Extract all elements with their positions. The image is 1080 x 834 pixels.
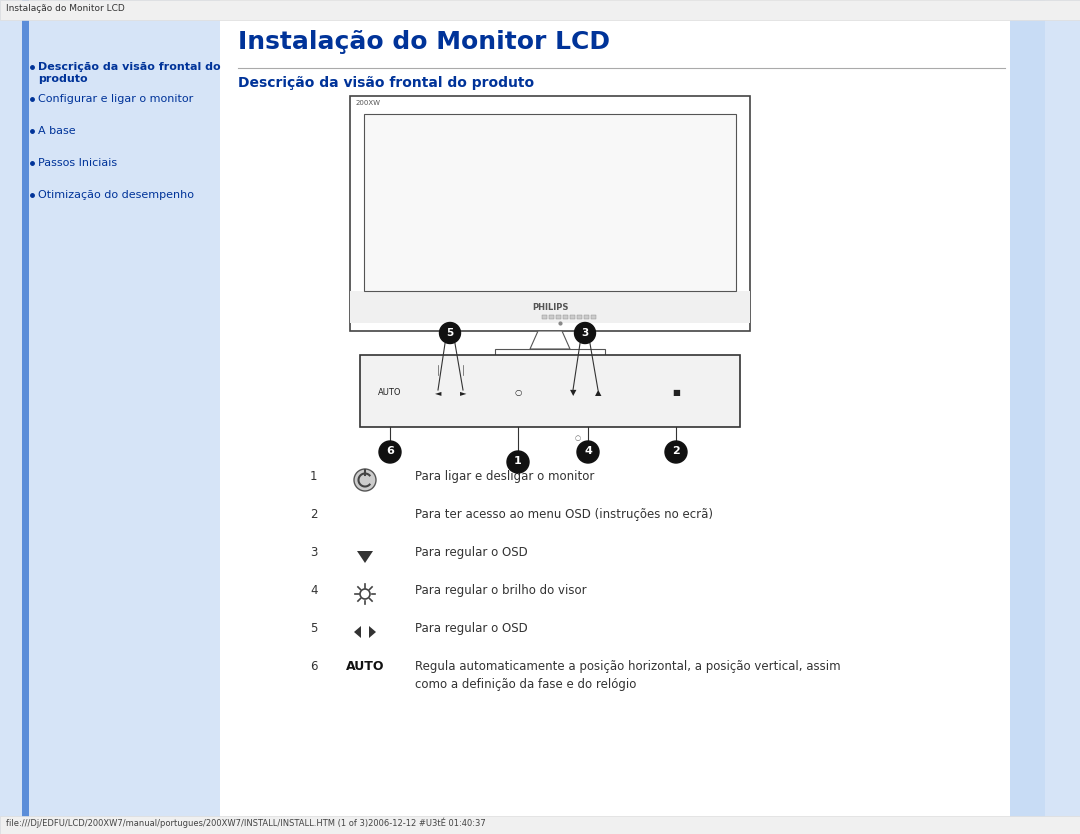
Circle shape [440, 323, 460, 344]
Bar [350, 96, 750, 331]
Bar [563, 315, 567, 319]
Text: Descrição da visão frontal do produto: Descrição da visão frontal do produto [238, 76, 535, 90]
Text: Para regular o OSD: Para regular o OSD [415, 546, 528, 559]
Bar [1010, 0, 1045, 834]
Text: Descrição da visão frontal do
produto: Descrição da visão frontal do produto [38, 62, 220, 84]
Text: 4: 4 [310, 584, 318, 597]
Bar [495, 349, 605, 357]
Text: Configurar e ligar o monitor: Configurar e ligar o monitor [38, 94, 193, 104]
Text: 1: 1 [514, 456, 522, 466]
Text: 3: 3 [310, 546, 318, 559]
Text: ○: ○ [514, 388, 522, 397]
Bar [360, 355, 740, 427]
Text: ◄: ◄ [435, 388, 442, 397]
Text: Para ligar e desligar o monitor: Para ligar e desligar o monitor [415, 470, 594, 483]
Bar [0, 816, 1080, 834]
Circle shape [665, 441, 687, 463]
Circle shape [354, 469, 376, 491]
Bar [350, 291, 750, 323]
Polygon shape [369, 626, 376, 638]
Text: 1: 1 [310, 470, 318, 483]
Bar [591, 315, 595, 319]
Text: 200XW: 200XW [356, 100, 381, 106]
Text: 4: 4 [584, 446, 592, 456]
Circle shape [577, 441, 599, 463]
Text: ►: ► [460, 388, 467, 397]
Text: PHILIPS: PHILIPS [531, 303, 568, 312]
Bar [22, 0, 29, 834]
Circle shape [379, 441, 401, 463]
Text: Para ter acesso ao menu OSD (instruções no ecrã): Para ter acesso ao menu OSD (instruções … [415, 508, 713, 521]
Polygon shape [530, 331, 570, 349]
Text: ■: ■ [672, 388, 680, 397]
Polygon shape [354, 626, 361, 638]
Bar [577, 315, 581, 319]
Text: Regula automaticamente a posição horizontal, a posição vertical, assim
como a de: Regula automaticamente a posição horizon… [415, 660, 840, 691]
Text: Para regular o OSD: Para regular o OSD [415, 622, 528, 635]
Text: 6: 6 [310, 660, 318, 673]
Bar [584, 315, 589, 319]
Circle shape [575, 323, 595, 344]
Bar [549, 315, 554, 319]
Text: 2: 2 [672, 446, 680, 456]
Circle shape [507, 451, 529, 473]
Text: AUTO: AUTO [346, 660, 384, 673]
Text: ○: ○ [575, 435, 581, 441]
Text: A base: A base [38, 126, 76, 136]
Text: 5: 5 [446, 328, 454, 338]
Bar [556, 315, 561, 319]
Text: Otimização do desempenho: Otimização do desempenho [38, 190, 194, 200]
Text: ▼: ▼ [570, 388, 577, 397]
Text: Para regular o brilho do visor: Para regular o brilho do visor [415, 584, 586, 597]
Bar [0, 0, 1080, 20]
Bar [542, 315, 546, 319]
Text: 3: 3 [581, 328, 589, 338]
Text: Passos Iniciais: Passos Iniciais [38, 158, 117, 168]
Bar [0, 0, 220, 834]
Text: 2: 2 [310, 508, 318, 521]
Polygon shape [357, 551, 373, 563]
Text: file:///Dj/EDFU/LCD/200XW7/manual/portugues/200XW7/INSTALL/INSTALL.HTM (1 of 3)2: file:///Dj/EDFU/LCD/200XW7/manual/portug… [6, 818, 486, 828]
Text: Instalação do Monitor LCD: Instalação do Monitor LCD [6, 4, 125, 13]
Text: 5: 5 [310, 622, 318, 635]
Text: ▲: ▲ [595, 388, 602, 397]
Bar [364, 114, 735, 291]
Text: Instalação do Monitor LCD: Instalação do Monitor LCD [238, 30, 610, 54]
Text: 6: 6 [386, 446, 394, 456]
Bar [570, 315, 575, 319]
Text: AUTO: AUTO [378, 388, 402, 397]
Bar [1045, 0, 1080, 834]
